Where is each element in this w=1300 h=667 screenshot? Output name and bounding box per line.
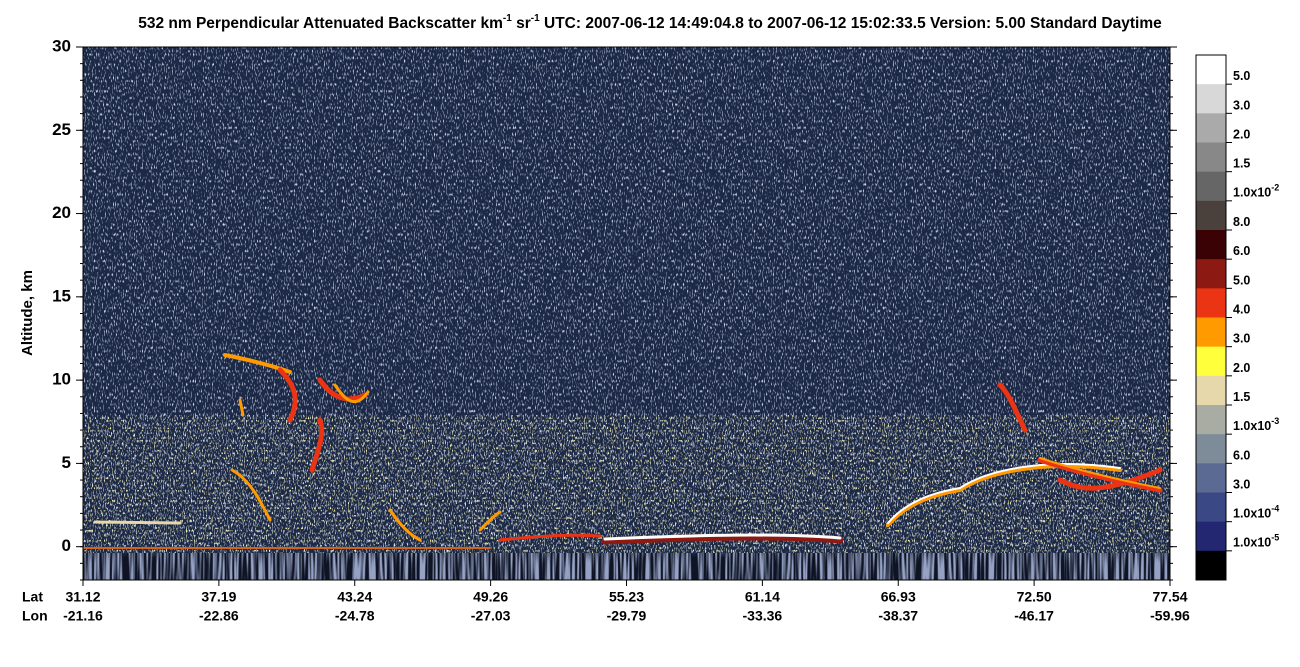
y-axis-label: Altitude, km: [19, 270, 36, 356]
colorbar-swatch: [1196, 346, 1226, 377]
x-row-label: Lat: [22, 589, 43, 605]
colorbar-label: 1.0x10-3: [1233, 416, 1279, 433]
colorbar-swatch: [1196, 288, 1226, 318]
colorbar-label: 6.0: [1233, 448, 1250, 462]
x-tick-lon: -46.17: [1014, 608, 1054, 624]
colorbar-label: 6.0: [1233, 244, 1250, 258]
colorbar-swatch: [1196, 171, 1226, 202]
noise-low: [83, 415, 1170, 555]
colorbar-swatch: [1196, 200, 1226, 231]
colorbar-swatch: [1196, 230, 1226, 260]
x-tick-lon: -33.36: [743, 608, 783, 624]
colorbar-label-sup: -3: [1271, 416, 1279, 426]
colorbar-label: 3.0: [1233, 98, 1250, 112]
chart-title: 532 nm Perpendicular Attenuated Backscat…: [138, 13, 1162, 32]
y-tick-label: 25: [52, 120, 71, 139]
x-tick-lon: -29.79: [607, 608, 647, 624]
y-tick-label: 10: [52, 370, 71, 389]
colorbar-label: 1.0x10-5: [1233, 533, 1279, 550]
x-row-label: Lon: [22, 608, 48, 624]
colorbar-label-base: 1.0x10: [1233, 186, 1271, 200]
colorbar-label: 3.0: [1233, 332, 1250, 346]
colorbar-swatch: [1196, 434, 1226, 464]
title-superscript: -1: [503, 13, 512, 24]
ground-texture: [83, 553, 1170, 580]
x-tick-lat: 37.19: [201, 589, 236, 605]
x-tick-lat: 72.50: [1017, 589, 1052, 605]
colorbar-label: 4.0: [1233, 303, 1250, 317]
colorbar-label: 5.0: [1233, 273, 1250, 287]
colorbar-label-base: 1.0x10: [1233, 507, 1271, 521]
colorbar-swatch: [1196, 142, 1226, 173]
x-tick-lat: 49.26: [473, 589, 508, 605]
x-tick-lat: 77.54: [1152, 589, 1187, 605]
colorbar-swatch: [1196, 317, 1226, 348]
colorbar-swatch: [1196, 259, 1226, 289]
features: [83, 353, 1163, 549]
x-tick-lat: 43.24: [337, 589, 372, 605]
title-superscript: -1: [531, 13, 540, 24]
x-tick-lat: 31.12: [65, 589, 100, 605]
colorbar-swatch: [1196, 550, 1226, 581]
colorbar-swatch: [1196, 463, 1226, 493]
x-tick-lat: 55.23: [609, 589, 644, 605]
x-tick-lon: -27.03: [471, 608, 511, 624]
x-tick-lat: 66.93: [881, 589, 916, 605]
x-tick-lon: -22.86: [199, 608, 239, 624]
colorbar-swatch: [1196, 521, 1226, 552]
colorbar-label-base: 1.0x10: [1233, 536, 1271, 550]
colorbar-swatch: [1196, 84, 1226, 114]
colorbar-label-sup: -5: [1271, 533, 1279, 543]
colorbar-label: 1.5: [1233, 390, 1250, 404]
colorbar-swatch: [1196, 113, 1226, 143]
colorbar-label: 1.0x10-2: [1233, 183, 1279, 200]
colorbar-swatch: [1196, 492, 1226, 523]
colorbar-label: 2.0: [1233, 361, 1250, 375]
colorbar-swatch: [1196, 375, 1226, 406]
x-tick-lon: -59.96: [1150, 608, 1190, 624]
colorbar-label-sup: -4: [1271, 504, 1279, 514]
colorbar-swatch: [1196, 405, 1226, 435]
y-tick-label: 5: [62, 453, 71, 472]
title-part: sr: [512, 15, 531, 32]
y-tick-label: 30: [52, 36, 71, 55]
colorbar-swatch: [1196, 55, 1226, 85]
y-tick-label: 15: [52, 286, 71, 305]
colorbar-label: 5.0: [1233, 69, 1250, 83]
x-tick-lon: -24.78: [335, 608, 375, 624]
colorbar-label-sup: -2: [1271, 183, 1279, 193]
colorbar-label-base: 1.0x10: [1233, 419, 1271, 433]
colorbar-label: 2.0: [1233, 128, 1250, 142]
y-tick-label: 20: [52, 203, 71, 222]
colorbar-label: 3.0: [1233, 478, 1250, 492]
title-part: 532 nm Perpendicular Attenuated Backscat…: [138, 15, 503, 32]
colorbar-label: 8.0: [1233, 215, 1250, 229]
title-part: UTC: 2007-06-12 14:49:04.8 to 2007-06-12…: [540, 15, 1162, 32]
curtain-image: [83, 47, 1170, 580]
x-tick-lon: -21.16: [63, 608, 103, 624]
y-tick-label: 0: [62, 536, 71, 555]
colorbar-label: 1.5: [1233, 157, 1250, 171]
x-tick-lon: -38.37: [878, 608, 918, 624]
colorbar-label: 1.0x10-4: [1233, 504, 1279, 521]
x-tick-lat: 61.14: [745, 589, 780, 605]
